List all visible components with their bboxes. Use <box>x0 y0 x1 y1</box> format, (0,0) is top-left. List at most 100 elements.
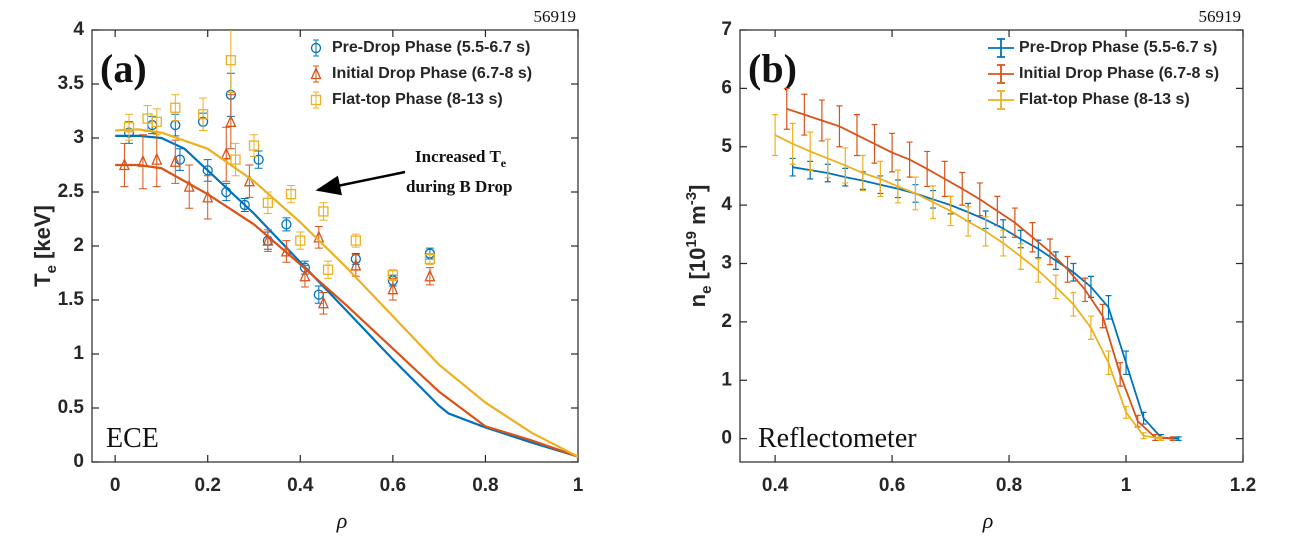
y-label-part: n <box>685 294 710 307</box>
marker <box>253 154 264 165</box>
error-bar <box>226 94 235 150</box>
plot-frame <box>739 29 1244 463</box>
error-bar <box>319 202 328 221</box>
marker <box>281 219 292 230</box>
marker <box>221 186 232 198</box>
error-bar <box>425 253 434 265</box>
panel-label: (a) <box>100 46 147 91</box>
x-tick-label: 0 <box>110 475 121 496</box>
error-bar <box>138 134 147 190</box>
data-line <box>774 134 1162 440</box>
y-tick-label: 1.5 <box>58 289 85 310</box>
legend-label: Flat-top Phase (8-13 s) <box>1019 91 1190 108</box>
y-tick-label: 1 <box>721 369 732 390</box>
marker <box>202 165 213 176</box>
legend-marker <box>988 90 1014 110</box>
y-tick-label: 0.5 <box>58 397 85 418</box>
legend-label: Initial Drop Phase (6.7-8 s) <box>332 65 532 82</box>
error-bar <box>263 191 272 215</box>
marker <box>183 179 195 192</box>
marker <box>123 122 135 133</box>
marker <box>295 235 306 246</box>
y-label-part: m <box>685 205 710 231</box>
fit-line <box>115 134 578 458</box>
legend-marker <box>310 66 322 80</box>
y-axis-label: Te [keV] <box>30 205 60 287</box>
error-bar <box>222 126 231 182</box>
x-axis-label: ρ <box>982 508 994 533</box>
x-tick-label: 0.2 <box>195 475 221 496</box>
x-tick-label: 1 <box>573 475 584 496</box>
error-bar <box>203 175 212 220</box>
error-bar <box>120 142 129 188</box>
legend-label: Initial Drop Phase (6.7-8 s) <box>1019 65 1219 82</box>
error-bar <box>319 291 328 315</box>
x-axis-label: ρ <box>336 508 348 533</box>
legend-marker <box>988 38 1014 58</box>
y-tick-label: 6 <box>721 77 732 98</box>
marker <box>322 264 334 275</box>
y-label-part: [10 <box>685 248 710 286</box>
error-bar <box>226 30 235 94</box>
error-bar <box>296 231 305 250</box>
legend-label: Flat-top Phase (8-13 s) <box>332 91 503 108</box>
y-tick-label: 2 <box>721 311 732 332</box>
legend-marker <box>310 94 322 106</box>
error-bar <box>314 226 323 249</box>
marker <box>225 55 237 66</box>
x-tick-label: 0.8 <box>996 475 1022 496</box>
marker <box>424 253 436 265</box>
legend-marker <box>313 91 319 109</box>
shot-number: 56919 <box>1199 7 1242 26</box>
error-bar <box>300 264 309 288</box>
marker <box>299 269 311 282</box>
error-bar <box>282 240 291 263</box>
marker <box>248 140 260 151</box>
marker <box>280 244 292 257</box>
y-tick-label: 3 <box>721 253 732 274</box>
marker <box>239 199 250 211</box>
x-tick-label: 1.2 <box>1230 475 1256 496</box>
legend-label: Pre-Drop Phase (5.5-6.7 s) <box>332 39 530 56</box>
y-tick-label: 7 <box>721 19 732 40</box>
annotation-text: during B Drop <box>406 177 512 196</box>
shot-number: 56919 <box>534 7 577 26</box>
error-bar <box>171 94 180 122</box>
y-tick-label: 0 <box>73 451 84 472</box>
marker <box>387 270 399 281</box>
x-tick-label: 1 <box>1121 475 1132 496</box>
annotation-arrow <box>315 170 406 196</box>
marker <box>317 296 329 309</box>
y-tick-label: 2.5 <box>58 181 85 202</box>
x-tick-label: 0.8 <box>472 475 498 496</box>
marker <box>137 154 149 167</box>
y-tick-label: 3.5 <box>58 73 85 94</box>
error-bar <box>199 97 208 131</box>
marker <box>197 109 209 120</box>
legend-label: Pre-Drop Phase (5.5-6.7 s) <box>1019 39 1217 56</box>
y-tick-label: 2 <box>73 235 84 256</box>
error-bar <box>388 269 397 282</box>
error-bar <box>231 142 240 177</box>
marker <box>170 102 181 113</box>
marker <box>118 157 130 171</box>
y-label-sub: e <box>698 286 715 294</box>
marker <box>350 258 362 271</box>
y-tick-label: 4 <box>721 194 732 215</box>
fit-line <box>115 163 578 458</box>
marker <box>350 235 361 246</box>
legend-marker <box>310 42 322 54</box>
error-bar <box>245 164 254 198</box>
legend-marker <box>313 39 319 57</box>
annotation-sub: e <box>501 156 507 170</box>
marker <box>285 189 297 200</box>
error-bar <box>263 229 272 252</box>
error-bar <box>324 260 333 279</box>
annotation: Increased Te <box>415 147 507 170</box>
y-tick-label: 5 <box>721 136 732 157</box>
legend-marker <box>988 64 1014 84</box>
diagnostic-label: ECE <box>106 423 159 454</box>
x-tick-label: 0.4 <box>287 475 314 496</box>
x-tick-label: 0.6 <box>380 475 406 496</box>
